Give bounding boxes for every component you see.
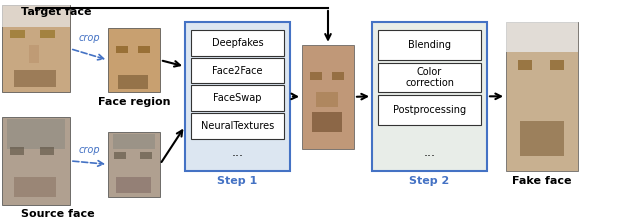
FancyBboxPatch shape [191,58,284,83]
Text: Target face: Target face [21,7,92,17]
Text: Fake face: Fake face [512,176,572,186]
Text: Face region: Face region [98,97,170,107]
Text: Color
correction: Color correction [405,67,454,88]
FancyBboxPatch shape [191,113,284,139]
Text: Step 1: Step 1 [218,176,258,186]
FancyBboxPatch shape [40,147,54,155]
FancyBboxPatch shape [140,152,152,159]
Text: Postprocessing: Postprocessing [393,105,466,115]
FancyBboxPatch shape [191,85,284,111]
Text: Blending: Blending [408,40,451,50]
Text: ...: ... [232,147,243,159]
FancyBboxPatch shape [108,28,160,92]
FancyBboxPatch shape [14,177,56,197]
FancyBboxPatch shape [378,95,481,125]
FancyBboxPatch shape [113,134,155,149]
FancyBboxPatch shape [372,22,487,171]
FancyBboxPatch shape [2,117,70,205]
FancyBboxPatch shape [40,30,55,38]
FancyBboxPatch shape [518,60,532,70]
FancyBboxPatch shape [108,132,160,197]
Text: crop: crop [78,33,100,43]
FancyBboxPatch shape [118,76,148,89]
FancyBboxPatch shape [7,119,65,149]
Text: FaceSwap: FaceSwap [213,93,262,103]
Text: Deepfakes: Deepfakes [212,38,263,48]
FancyBboxPatch shape [2,5,70,27]
FancyBboxPatch shape [332,72,344,80]
FancyBboxPatch shape [310,72,322,80]
FancyBboxPatch shape [185,22,290,171]
FancyBboxPatch shape [312,112,342,132]
FancyBboxPatch shape [116,46,128,53]
FancyBboxPatch shape [378,63,481,92]
FancyBboxPatch shape [378,30,481,60]
FancyBboxPatch shape [114,152,126,159]
FancyBboxPatch shape [520,121,564,156]
FancyBboxPatch shape [506,22,578,52]
FancyBboxPatch shape [506,22,578,171]
Text: ...: ... [424,147,435,159]
FancyBboxPatch shape [10,147,24,155]
FancyBboxPatch shape [191,30,284,56]
FancyBboxPatch shape [29,45,39,63]
FancyBboxPatch shape [550,60,564,70]
Text: Face2Face: Face2Face [212,65,263,76]
Text: crop: crop [78,145,100,155]
FancyBboxPatch shape [138,46,150,53]
FancyBboxPatch shape [10,30,25,38]
FancyBboxPatch shape [302,45,354,149]
Text: NeuralTextures: NeuralTextures [201,121,274,131]
Text: Source face: Source face [21,209,95,219]
FancyBboxPatch shape [14,70,56,87]
Text: Step 2: Step 2 [410,176,450,186]
FancyBboxPatch shape [2,5,70,92]
FancyBboxPatch shape [316,92,338,107]
FancyBboxPatch shape [116,177,151,193]
